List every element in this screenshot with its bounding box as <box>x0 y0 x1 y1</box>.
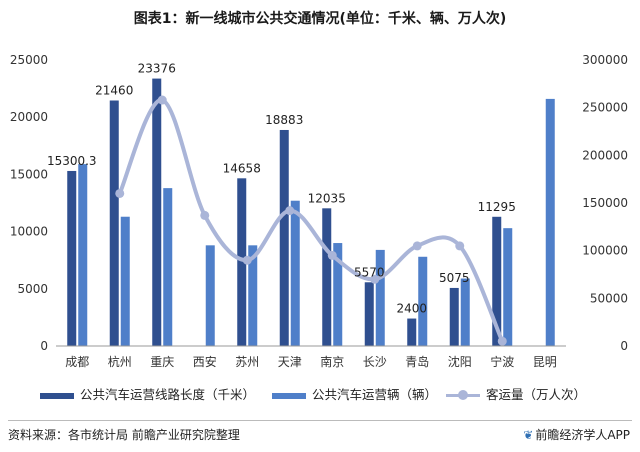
point-ridership-0 <box>115 188 125 198</box>
point-ridership-6 <box>370 274 380 284</box>
bar-bus-count-9 <box>460 278 470 346</box>
legend-item-route-length: 公共汽车运营线路长度（千米） <box>40 384 255 403</box>
data-label-route-length-0: 15300.3 <box>47 154 97 168</box>
point-ridership-3 <box>242 255 252 265</box>
data-label-route-length-7: 5570 <box>354 265 385 279</box>
data-label-route-length-10: 11295 <box>478 200 516 214</box>
bar-route-length-7 <box>364 282 374 346</box>
legend-dot-ridership <box>458 390 468 400</box>
bar-route-length-0 <box>67 170 77 346</box>
data-label-route-length-6: 12035 <box>308 191 346 205</box>
legend-item-ridership: 客运量（万人次） <box>446 384 586 403</box>
point-ridership-9 <box>497 336 507 346</box>
brand-name: 前瞻经济学人APP <box>535 428 630 442</box>
x-tick-7: 长沙 <box>363 355 387 369</box>
x-tick-1: 杭州 <box>108 354 132 369</box>
legend: 公共汽车运营线路长度（千米） 公共汽车运营辆（辆） 客运量（万人次） <box>0 384 640 406</box>
y-right-tick-5: 250000 <box>582 101 628 115</box>
point-ridership-2 <box>200 210 210 220</box>
bar-bus-count-8 <box>418 256 428 346</box>
data-label-route-length-5: 18883 <box>265 113 303 127</box>
legend-item-bus-count: 公共汽车运营辆（辆） <box>272 384 437 403</box>
x-tick-9: 沈阳 <box>448 354 472 369</box>
y-left-tick-3: 15000 <box>10 167 48 181</box>
legend-swatch-bus-count <box>272 392 306 399</box>
legend-label-route-length: 公共汽车运营线路长度（千米） <box>80 387 256 402</box>
bar-bus-count-10 <box>503 228 513 346</box>
x-tick-4: 苏州 <box>235 355 259 369</box>
bar-bus-count-7 <box>375 249 385 346</box>
point-ridership-5 <box>327 250 337 260</box>
legend-label-ridership: 客运量（万人次） <box>486 387 587 402</box>
bar-route-length-1 <box>109 100 119 347</box>
x-tick-8: 青岛 <box>405 354 429 369</box>
point-ridership-4 <box>285 206 295 216</box>
data-labels-group: 15300.3 21460 23376 14658 18883 12035 5570 2400… <box>47 62 516 316</box>
bar-route-length-4 <box>237 178 247 346</box>
y-right-tick-6: 300000 <box>582 53 628 67</box>
bar-bus-count-0 <box>78 164 88 346</box>
data-label-route-length-2: 23376 <box>138 62 176 76</box>
x-tick-3: 西安 <box>193 354 217 369</box>
bars-group <box>67 78 555 347</box>
x-tick-10: 宁波 <box>490 354 514 369</box>
x-tick-11: 昆明 <box>533 355 557 369</box>
y-right-tick-2: 100000 <box>582 244 628 258</box>
x-tick-5: 天津 <box>278 355 302 369</box>
footer-divider <box>8 420 632 421</box>
point-ridership-1 <box>157 95 167 105</box>
legend-label-bus-count: 公共汽车运营辆（辆） <box>312 387 438 402</box>
point-ridership-8 <box>455 241 465 251</box>
bar-route-length-2 <box>152 78 162 347</box>
bar-bus-count-11 <box>545 98 555 347</box>
chart-title: 图表1：新一线城市公共交通情况(单位：千米、辆、万人次) <box>133 11 507 27</box>
y-left-tick-4: 20000 <box>10 110 48 124</box>
bar-bus-count-6 <box>333 243 343 346</box>
legend-swatch-ridership <box>446 390 480 400</box>
y-left-tick-0: 0 <box>40 339 48 353</box>
point-ridership-7 <box>412 241 422 251</box>
bar-bus-count-1 <box>120 216 130 346</box>
x-tick-0: 成都 <box>65 355 89 369</box>
axes-group: 0500010000150002000025000050000100000150… <box>10 53 628 369</box>
legend-swatch-route-length <box>40 392 74 399</box>
data-label-route-length-1: 21460 <box>95 83 133 97</box>
source-note: 资料来源：各市统计局 前瞻产业研究院整理 <box>8 428 240 442</box>
data-label-route-length-8: 2400 <box>396 302 427 316</box>
data-label-route-length-9: 5075 <box>439 271 470 285</box>
y-right-tick-0: 0 <box>620 339 628 353</box>
y-left-tick-2: 10000 <box>10 225 48 239</box>
x-tick-2: 重庆 <box>150 355 174 369</box>
y-left-tick-5: 25000 <box>10 53 48 67</box>
bar-route-length-8 <box>407 318 417 346</box>
bar-route-length-5 <box>279 129 289 346</box>
line-series-group <box>115 95 507 346</box>
bar-bus-count-3 <box>205 245 215 346</box>
y-right-tick-3: 150000 <box>582 196 628 210</box>
bar-bus-count-4 <box>248 245 258 346</box>
bar-route-length-10 <box>492 216 502 346</box>
x-tick-6: 南京 <box>320 354 344 369</box>
line-ridership <box>117 98 505 344</box>
bar-bus-count-5 <box>290 200 300 346</box>
bar-route-length-9 <box>449 287 459 346</box>
bar-bus-count-2 <box>163 188 173 346</box>
y-right-tick-1: 50000 <box>590 291 628 305</box>
y-right-tick-4: 200000 <box>582 148 628 162</box>
leaf-logo-icon: ❦ <box>523 428 534 442</box>
brand-credit: ❦ 前瞻经济学人APP <box>523 426 630 443</box>
bar-route-length-6 <box>322 208 332 346</box>
y-left-tick-1: 5000 <box>17 282 48 296</box>
data-label-route-length-4: 14658 <box>223 161 261 175</box>
